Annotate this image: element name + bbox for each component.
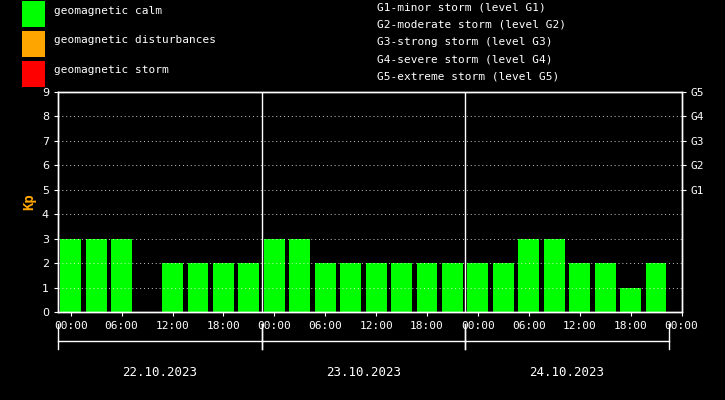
- Text: 24.10.2023: 24.10.2023: [529, 366, 605, 379]
- Bar: [646, 263, 666, 312]
- Bar: [60, 239, 81, 312]
- Bar: [340, 263, 361, 312]
- Y-axis label: Kp: Kp: [22, 194, 36, 210]
- Bar: [544, 239, 565, 312]
- Bar: [493, 263, 514, 312]
- Bar: [569, 263, 590, 312]
- FancyBboxPatch shape: [22, 31, 45, 57]
- Text: G1-minor storm (level G1): G1-minor storm (level G1): [377, 3, 546, 13]
- Bar: [188, 263, 208, 312]
- Text: 23.10.2023: 23.10.2023: [326, 366, 401, 379]
- Text: G3-strong storm (level G3): G3-strong storm (level G3): [377, 37, 552, 47]
- Bar: [86, 239, 107, 312]
- Bar: [213, 263, 234, 312]
- Text: G2-moderate storm (level G2): G2-moderate storm (level G2): [377, 20, 566, 30]
- Bar: [289, 239, 310, 312]
- Bar: [365, 263, 386, 312]
- Text: G4-severe storm (level G4): G4-severe storm (level G4): [377, 54, 552, 64]
- Bar: [315, 263, 336, 312]
- Bar: [518, 239, 539, 312]
- Bar: [239, 263, 260, 312]
- Text: geomagnetic storm: geomagnetic storm: [54, 65, 169, 75]
- Text: geomagnetic calm: geomagnetic calm: [54, 6, 162, 16]
- Bar: [468, 263, 489, 312]
- Text: G5-extreme storm (level G5): G5-extreme storm (level G5): [377, 71, 559, 81]
- Bar: [620, 288, 641, 312]
- Bar: [264, 239, 285, 312]
- Bar: [111, 239, 132, 312]
- Bar: [162, 263, 183, 312]
- Text: geomagnetic disturbances: geomagnetic disturbances: [54, 36, 216, 46]
- Bar: [594, 263, 616, 312]
- FancyBboxPatch shape: [22, 1, 45, 27]
- FancyBboxPatch shape: [22, 61, 45, 87]
- Bar: [417, 263, 437, 312]
- Bar: [442, 263, 463, 312]
- Text: 22.10.2023: 22.10.2023: [123, 366, 197, 379]
- Bar: [391, 263, 412, 312]
